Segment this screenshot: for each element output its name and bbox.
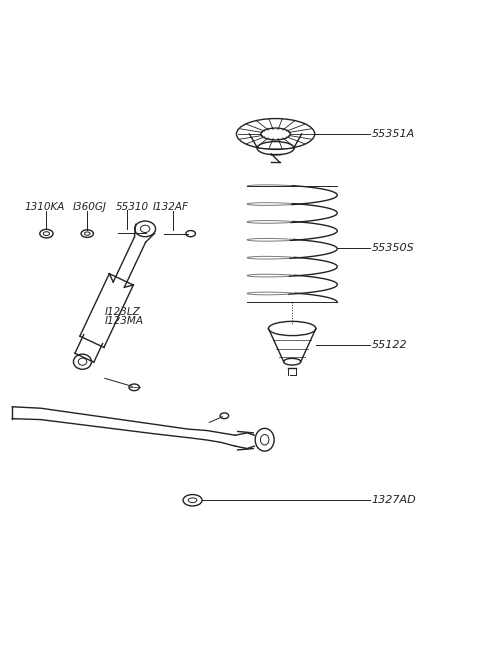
Text: 55350S: 55350S <box>372 243 415 253</box>
Text: 55122: 55122 <box>372 340 408 350</box>
Text: I123LZ: I123LZ <box>105 307 141 317</box>
Text: I123MA: I123MA <box>105 317 144 327</box>
Text: I360GJ: I360GJ <box>73 202 107 212</box>
Text: 1310KA: 1310KA <box>24 202 64 212</box>
Text: I132AF: I132AF <box>153 202 189 212</box>
Text: 55351A: 55351A <box>372 129 415 139</box>
Text: 1327AD: 1327AD <box>372 495 417 505</box>
Text: 55310: 55310 <box>116 202 149 212</box>
